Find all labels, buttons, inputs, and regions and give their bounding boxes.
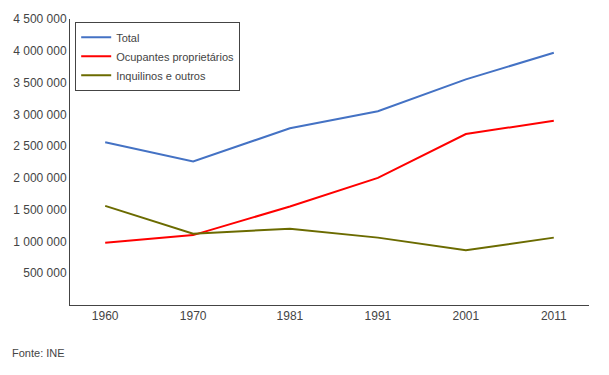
svg-text:1970: 1970: [180, 309, 207, 323]
svg-text:3 000 000: 3 000 000: [13, 108, 67, 122]
svg-text:1960: 1960: [92, 309, 119, 323]
svg-text:4 500 000: 4 500 000: [13, 12, 67, 26]
svg-text:3 500 000: 3 500 000: [13, 76, 67, 90]
svg-text:Ocupantes proprietários: Ocupantes proprietários: [116, 51, 234, 63]
svg-text:Inquilinos e outros: Inquilinos e outros: [116, 70, 206, 82]
svg-text:4 000 000: 4 000 000: [13, 44, 67, 58]
svg-text:500 000: 500 000: [23, 266, 67, 280]
svg-text:Fonte: INE: Fonte: INE: [12, 347, 65, 359]
svg-text:2 000 000: 2 000 000: [13, 171, 67, 185]
svg-text:2 500 000: 2 500 000: [13, 139, 67, 153]
svg-text:2001: 2001: [452, 309, 479, 323]
svg-text:1981: 1981: [277, 309, 304, 323]
svg-text:1991: 1991: [365, 309, 392, 323]
svg-text:Total: Total: [116, 32, 139, 44]
svg-text:1 500 000: 1 500 000: [13, 203, 67, 217]
svg-text:2011: 2011: [541, 309, 567, 323]
svg-text:1 000 000: 1 000 000: [13, 235, 67, 249]
